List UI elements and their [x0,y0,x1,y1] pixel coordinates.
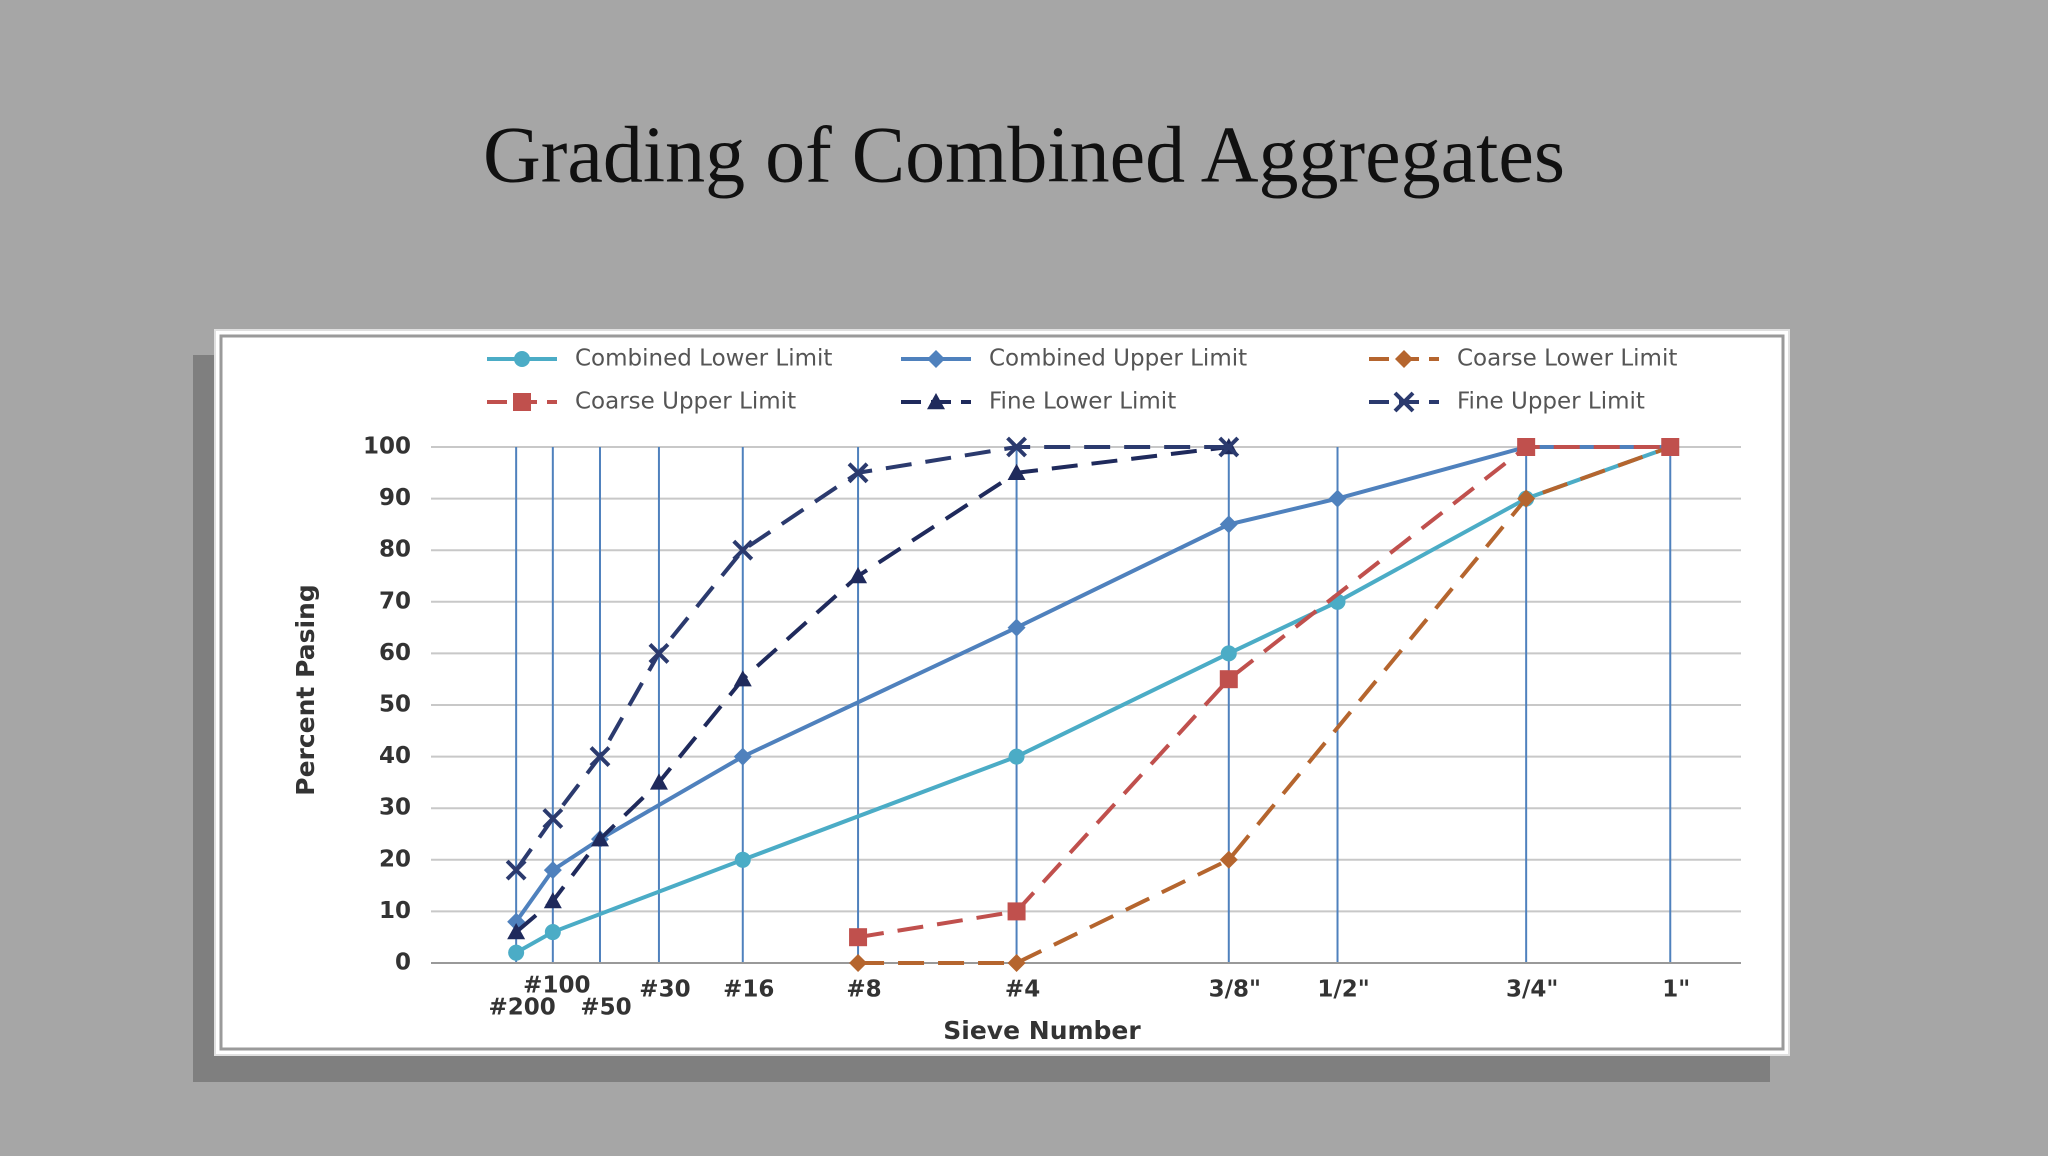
y-tick-label: 10 [379,898,411,924]
legend-marker [1393,391,1415,413]
y-axis-title: Percent Pasing [291,584,320,796]
x-tick-label: #30 [639,977,690,1003]
marker [1328,489,1347,508]
x-tick-label: #16 [723,977,774,1003]
marker [1007,902,1026,921]
marker [733,670,752,687]
marker [732,539,754,561]
marker [849,567,868,584]
marker [1220,645,1237,662]
y-tick-label: 100 [363,434,411,460]
legend-marker [927,393,945,410]
marker [847,462,869,484]
marker [649,773,668,790]
marker [589,746,611,768]
series-line [514,445,1230,934]
y-tick-label: 90 [379,485,411,511]
marker [507,923,526,940]
marker [733,747,752,766]
y-tick-label: 20 [379,846,411,872]
x-tick-label: 3/4" [1506,977,1558,1003]
legend-marker [1395,350,1413,368]
marker [1661,438,1680,456]
marker [1008,748,1025,765]
y-tick-label: 60 [379,640,411,666]
legend-label: Fine Upper Limit [1457,389,1645,415]
marker [1007,463,1026,480]
chart-border [219,334,1785,1051]
marker [648,642,670,664]
chart-area [214,329,1790,1056]
y-tick-label: 40 [379,743,411,769]
marker [543,892,562,909]
marker [849,928,868,947]
marker [1219,515,1238,534]
y-tick-label: 50 [379,692,411,718]
legend-marker [513,393,531,411]
legend-label: Combined Lower Limit [575,346,832,372]
legend-label: Coarse Upper Limit [575,389,796,415]
series-line [858,445,1671,965]
marker [849,954,868,972]
marker [542,808,564,829]
x-tick-label: #100 [523,973,590,999]
marker [1517,438,1536,456]
series-line [514,445,1229,872]
marker [505,859,527,881]
legend-label: Coarse Lower Limit [1457,346,1677,372]
x-tick-label: 1" [1662,977,1690,1003]
marker [1007,618,1026,637]
x-tick-label: #8 [846,977,881,1003]
series-line [515,445,1671,955]
marker [1517,489,1536,508]
legend-label: Fine Lower Limit [989,389,1176,415]
y-tick-label: 0 [395,950,411,976]
legend-marker [927,350,945,368]
legend-marker [514,351,530,367]
y-tick-label: 70 [379,588,411,614]
x-tick-label: #50 [580,995,631,1021]
marker [1006,436,1027,458]
x-tick-label: #4 [1005,977,1040,1003]
marker [544,924,561,941]
series-line [857,445,1671,940]
marker [1218,436,1240,458]
marker [590,830,609,847]
y-tick-label: 80 [379,537,411,563]
marker [508,944,525,961]
x-tick-label: 1/2" [1317,977,1369,1003]
marker [1007,954,1026,972]
slide-title: Grading of Combined Aggregates [483,111,1565,199]
y-tick-label: 30 [379,795,411,821]
x-axis-title: Sieve Number [943,1016,1141,1045]
marker [543,861,562,880]
marker [1219,850,1238,869]
marker [734,851,751,868]
x-tick-label: 3/8" [1209,977,1261,1003]
x-tick-label: #200 [489,995,556,1021]
marker [1219,670,1238,689]
legend-label: Combined Upper Limit [989,346,1247,372]
